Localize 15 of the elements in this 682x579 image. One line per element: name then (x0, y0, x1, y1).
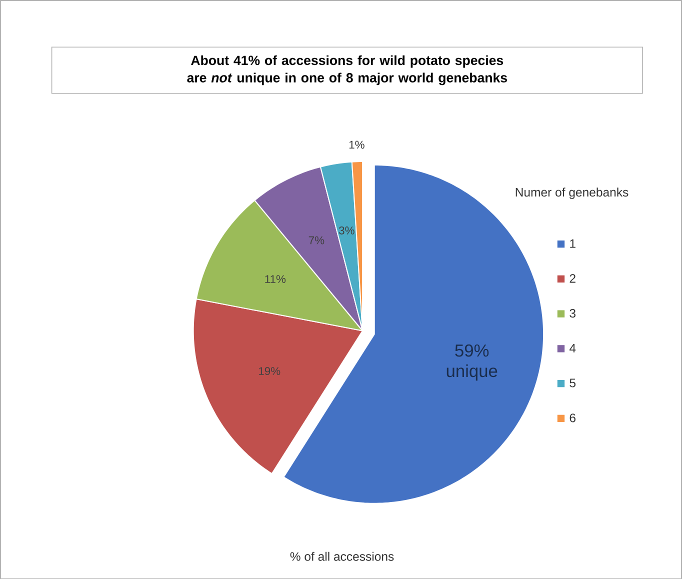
legend-label: 5 (570, 378, 576, 388)
data-label: 7% (308, 236, 324, 244)
legend-label: 4 (570, 344, 576, 352)
legend-label: 6 (570, 413, 576, 422)
legend-label: 3 (570, 308, 576, 318)
chart-title: About 41% of accessions for wild potato species are not unique in one of 8 major world genebanks (187, 55, 507, 85)
data-label: 3% (338, 226, 354, 234)
text: % of all accessions (290, 552, 394, 561)
legend-label: 1 (570, 239, 576, 248)
legend-title: Numer of genebanks (516, 187, 628, 199)
data-label: 1% (349, 140, 364, 148)
data-label: 59% unique (446, 344, 498, 380)
data-label: 11% (265, 274, 286, 283)
legend-label: 2 (570, 274, 576, 282)
data-label: 19% (258, 366, 280, 375)
